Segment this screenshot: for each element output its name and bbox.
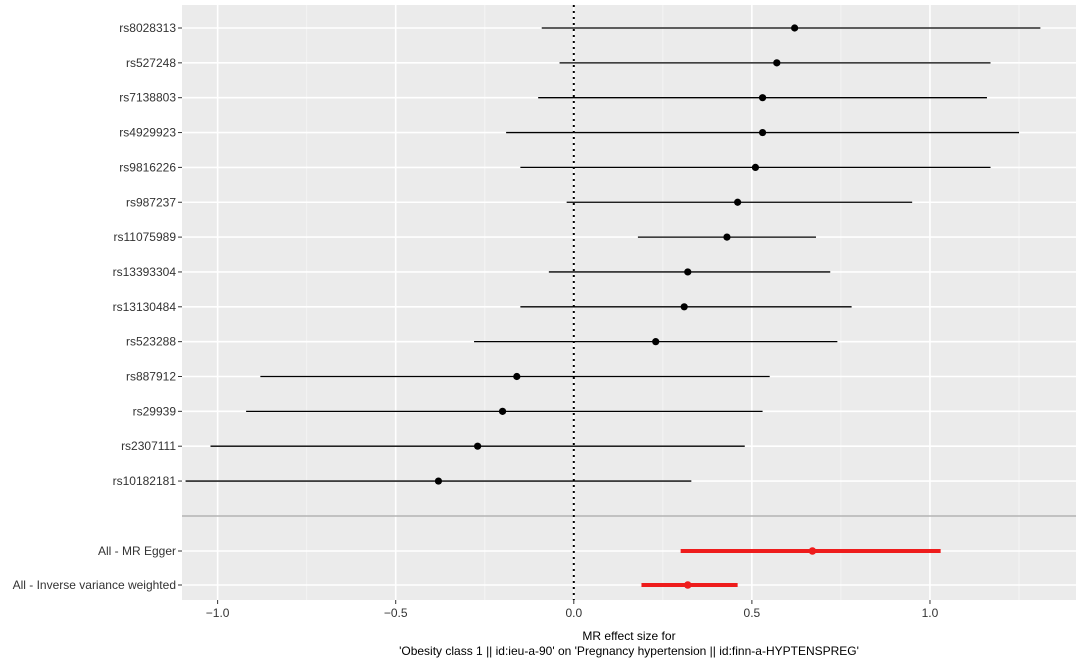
point-rs527248 [773,59,781,67]
y-label-rs13393304: rs13393304 [113,265,177,279]
point-rs523288 [652,338,660,346]
x-axis: −1.0 −0.5 0.0 0.5 1.0 [206,600,939,620]
point-rs4929923 [758,128,767,137]
y-label-rs11075989: rs11075989 [114,230,177,244]
summary-label-all-mr-egger: All - MR Egger [98,544,176,558]
plot-panel [182,5,1076,600]
y-label-rs8028313: rs8028313 [119,21,176,35]
y-label-rs13130484: rs13130484 [113,300,177,314]
x-tick-label: 1.0 [922,606,939,620]
point-rs7138803 [758,94,767,102]
y-label-rs527248: rs527248 [126,56,176,70]
point-rs13393304 [684,268,692,276]
y-label-rs7138803: rs7138803 [119,91,176,105]
point-rs13130484 [680,303,688,311]
point-rs9816226 [751,163,760,171]
summary-point-all-mr-egger [808,547,817,555]
summary-label-all-inverse-variance-weighted: All - Inverse variance weighted [13,578,176,592]
y-label-rs523288: rs523288 [126,335,176,349]
y-label-rs4929923: rs4929923 [119,126,176,140]
summary-point-all-inverse-variance-weighted [683,581,692,589]
point-rs887912 [513,372,521,381]
y-axis-labels: rs8028313 rs527248 rs7138803 rs4929923 rs981… [13,21,182,592]
point-rs2307111 [474,442,482,450]
y-label-rs987237: rs987237 [126,195,176,209]
x-axis-title-line1: MR effect size for [582,629,675,643]
y-label-rs9816226: rs9816226 [119,160,176,174]
point-rs8028313 [791,24,799,32]
estimate-rows [185,24,1041,589]
point-rs10182181 [434,477,443,485]
point-rs29939 [498,407,507,415]
y-label-rs887912: rs887912 [126,370,176,384]
x-axis-title-line2: 'Obesity class 1 || id:ieu-a-90' on 'Pre… [399,644,859,658]
x-tick-label: 0.0 [565,606,582,620]
point-rs11075989 [723,233,731,241]
x-tick-label: 0.5 [744,606,761,620]
y-label-rs10182181: rs10182181 [113,474,177,488]
y-label-rs29939: rs29939 [133,404,177,418]
x-tick-label: −1.0 [206,606,230,620]
y-label-rs2307111: rs2307111 [121,439,176,453]
x-tick-label: −0.5 [384,606,408,620]
point-rs987237 [734,198,742,206]
grid-minor [306,5,1020,600]
